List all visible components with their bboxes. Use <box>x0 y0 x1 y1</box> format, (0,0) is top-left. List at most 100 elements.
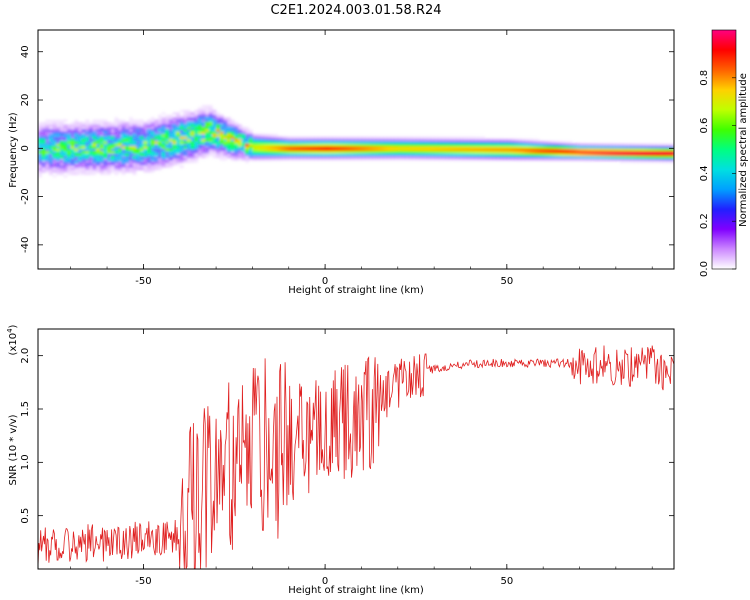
heatmap-cell <box>208 124 213 127</box>
heatmap-cell <box>303 157 308 161</box>
heatmap-cell <box>157 145 162 149</box>
heatmap-cell <box>190 155 195 159</box>
heatmap-cell <box>52 150 57 154</box>
heatmap-cell <box>67 162 72 166</box>
heatmap-cell <box>187 109 192 113</box>
heatmap-cell <box>107 128 112 132</box>
heatmap-cell <box>63 119 68 123</box>
heatmap-cell <box>157 157 162 161</box>
heatmap-cell <box>495 143 500 147</box>
heatmap-cell <box>41 153 46 156</box>
heatmap-cell <box>139 150 144 154</box>
heatmap-cell <box>637 157 642 161</box>
heatmap-cell <box>154 167 159 171</box>
heatmap-cell <box>343 153 348 156</box>
heatmap-cell <box>85 126 90 130</box>
heatmap-cell <box>88 131 93 135</box>
heatmap-cell <box>143 167 148 171</box>
heatmap-cell <box>455 155 460 159</box>
heatmap-cell <box>401 145 406 149</box>
heatmap-cell <box>139 165 144 168</box>
heatmap-cell <box>52 145 57 149</box>
heatmap-cell <box>663 155 668 159</box>
heatmap-cell <box>368 143 373 147</box>
heatmap-cell <box>99 157 104 161</box>
heatmap-cell <box>96 148 101 152</box>
heatmap-cell <box>415 141 420 144</box>
heatmap-cell <box>74 133 79 137</box>
heatmap-cell <box>176 112 181 115</box>
heatmap-cell <box>223 131 228 135</box>
heatmap-cell <box>81 162 86 166</box>
heatmap-cell <box>408 148 413 152</box>
heatmap-cell <box>474 136 479 140</box>
heatmap-cell <box>121 167 126 171</box>
heatmap-cell <box>81 157 86 161</box>
heatmap-cell <box>143 157 148 161</box>
heatmap-cell <box>117 150 122 154</box>
heatmap-cell <box>121 131 126 135</box>
heatmap-cell <box>405 143 410 147</box>
heatmap-cell <box>426 141 431 144</box>
heatmap-cell <box>666 143 671 147</box>
heatmap-cell <box>237 133 242 137</box>
heatmap-cell <box>143 121 148 125</box>
heatmap-cell <box>594 143 599 147</box>
heatmap-cell <box>321 150 326 154</box>
heatmap-cell <box>626 155 631 159</box>
heatmap-cell <box>219 157 224 161</box>
heatmap-cell <box>205 155 210 159</box>
heatmap-cell <box>226 119 232 123</box>
heatmap-cell <box>216 114 221 118</box>
heatmap-cell <box>187 143 192 147</box>
heatmap-cell <box>292 153 297 156</box>
heatmap-cell <box>241 157 246 161</box>
heatmap-cell <box>150 141 155 144</box>
heatmap-cell <box>670 160 674 164</box>
heatmap-cell <box>147 165 152 168</box>
snr-y-ticks: 0.51.01.52.0 <box>20 348 674 524</box>
heatmap-cell <box>546 148 551 152</box>
heatmap-cell <box>52 141 57 144</box>
heatmap-cell <box>230 143 235 147</box>
heatmap-cell <box>45 167 50 171</box>
heatmap-cell <box>317 150 322 154</box>
heatmap-cell <box>161 160 166 164</box>
heatmap-cell <box>136 155 141 159</box>
heatmap-cell <box>314 138 319 142</box>
heatmap-cell <box>190 150 195 154</box>
heatmap-cell <box>477 136 482 140</box>
heatmap-cell <box>252 136 257 140</box>
heatmap-cell <box>626 157 631 161</box>
heatmap-cell <box>564 145 569 149</box>
heatmap-cell <box>354 145 359 149</box>
heatmap-cell <box>237 150 242 154</box>
heatmap-cell <box>314 143 319 147</box>
heatmap-cell <box>506 145 511 149</box>
heatmap-cell <box>419 148 424 152</box>
heatmap-cell <box>103 131 108 135</box>
heatmap-cell <box>586 145 591 149</box>
heatmap-cell <box>608 148 613 152</box>
heatmap-cell <box>266 157 271 161</box>
heatmap-cell <box>114 143 119 147</box>
heatmap-cell <box>492 143 497 147</box>
heatmap-cell <box>259 136 264 140</box>
heatmap-cell <box>459 141 464 144</box>
heatmap-cell <box>579 157 584 161</box>
heatmap-cell <box>197 138 202 142</box>
heatmap-cell <box>568 153 573 156</box>
heatmap-cell <box>441 145 446 149</box>
heatmap-cell <box>234 141 239 144</box>
heatmap-cell <box>194 133 199 137</box>
heatmap-cell <box>190 133 195 137</box>
heatmap-cell <box>405 141 410 144</box>
heatmap-cell <box>139 148 144 152</box>
heatmap-cell <box>517 155 522 159</box>
y-tick-label: 1.5 <box>20 401 31 417</box>
heatmap-cell <box>77 133 83 137</box>
heatmap-cell <box>655 148 660 152</box>
heatmap-cell <box>132 145 137 149</box>
heatmap-cell <box>194 150 199 154</box>
heatmap-cell <box>375 148 381 152</box>
